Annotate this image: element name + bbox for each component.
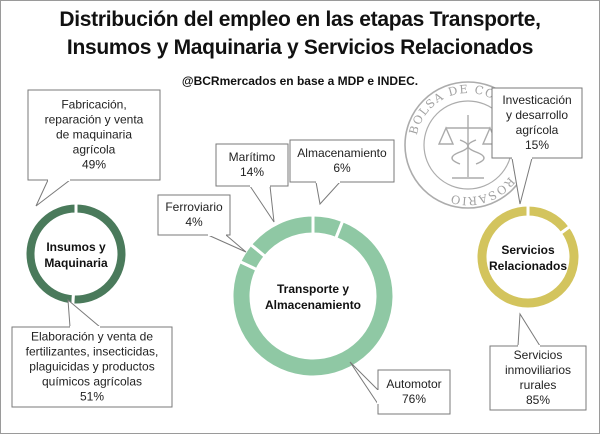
donut-groups: Insumos y Maquinaria Fabricación, reparació… <box>11 87 587 415</box>
callout-2-1: Almacenamiento 6% <box>289 139 395 206</box>
title-line-1: Distribución del empleo en las etapas Tr… <box>59 8 541 31</box>
donut-3-center-title: Servicios Relacionados <box>489 243 567 273</box>
donut-1: Insumos y Maquinaria Fabricación, reparació… <box>11 89 173 408</box>
callout-3-2: Servicios inmoviliarios rurales 85% <box>489 312 587 411</box>
chart-title: Distribución del empleo en las etapas Tr… <box>0 6 600 62</box>
callout-text-2-3: Ferroviario 4% <box>165 200 223 229</box>
callout-text-3-2: Servicios inmoviliarios rurales 85% <box>505 348 571 407</box>
donut-2: Transporte y Almacenamiento Almacenamiento… <box>157 139 451 415</box>
donut-3-slice-2 <box>474 203 582 311</box>
callout-2-3: Ferroviario 4% <box>157 194 247 253</box>
callout-text-2-2: Automotor 76% <box>386 377 441 406</box>
donut-2-slice-2 <box>230 218 396 379</box>
callout-1-2: Elaboración y venta de fertilizantes, ins… <box>11 298 173 408</box>
donut-2-slice-4 <box>248 213 315 259</box>
donut-2-center-title: Transporte y Almacenamiento <box>265 282 361 312</box>
callout-1-1: Fabricación, reparación y venta de maquina… <box>27 89 161 207</box>
chart-subtitle: @BCRmercados en base a MDP e INDEC. <box>181 74 419 88</box>
callout-text-1-1: Fabricación, reparación y venta de maquina… <box>45 98 144 172</box>
callout-2-4: Marítimo 14% <box>215 143 289 223</box>
donut-3: Servicios Relacionados Investicación y desa… <box>474 87 587 411</box>
callout-text-2-1: Almacenamiento 6% <box>297 146 387 175</box>
callout-text-3-1: Investicación y desarrollo agrícola 15% <box>502 93 571 152</box>
callout-2-2: Automotor 76% <box>349 361 451 415</box>
callout-text-2-4: Marítimo 14% <box>229 150 276 179</box>
callout-text-1-2: Elaboración y venta de fertilizantes, ins… <box>26 330 159 404</box>
callout-3-1: Investicación y desarrollo agrícola 15% <box>491 87 583 205</box>
title-line-2: Insumos y Maquinaria y Servicios Relacio… <box>66 36 534 59</box>
donut-1-center-title: Insumos y Maquinaria <box>44 240 108 270</box>
